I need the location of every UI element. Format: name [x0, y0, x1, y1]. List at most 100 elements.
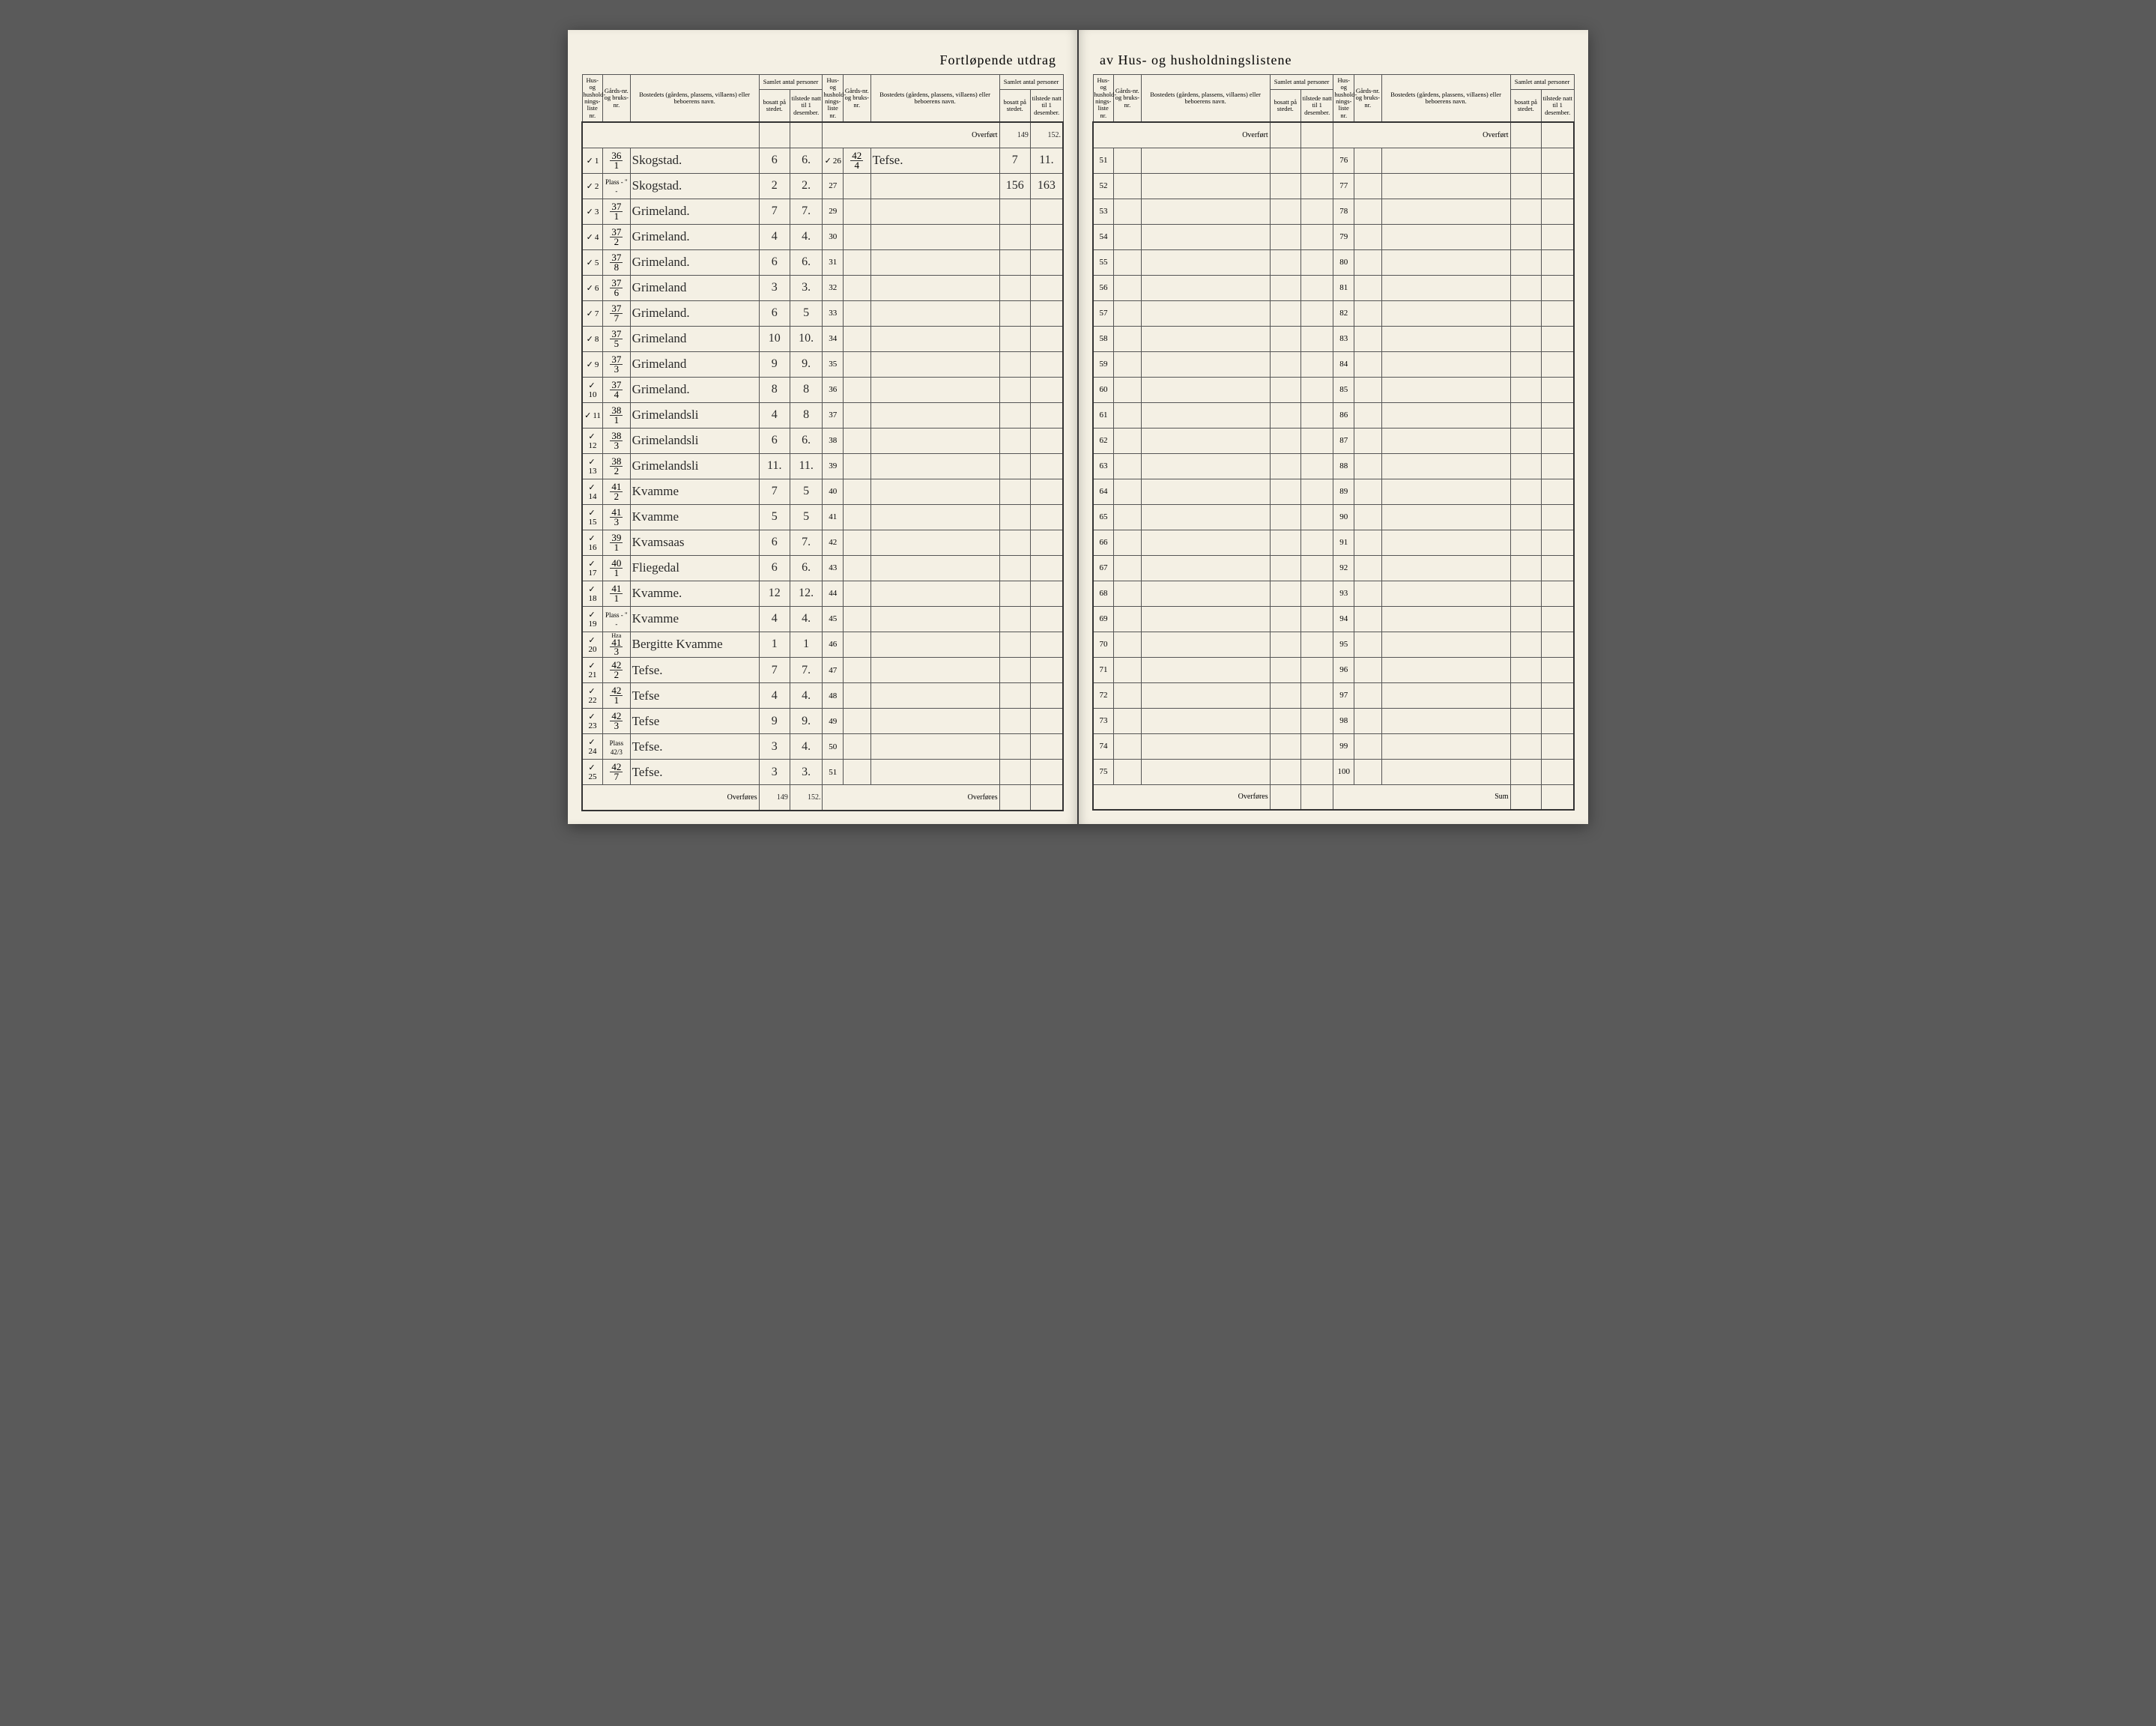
- overfort-row: Overført 149 152.: [582, 122, 1063, 148]
- hdr-gard2: Gårds-nr. og bruks-nr.: [843, 75, 870, 123]
- tilstede-val: 5: [790, 300, 823, 326]
- sum-bosatt: 156: [999, 173, 1030, 199]
- overfort-label: Overført: [1093, 122, 1270, 148]
- table-row: 56 81: [1093, 275, 1574, 300]
- tilstede-val: 6.: [790, 249, 823, 275]
- tilstede-val: 4.: [790, 683, 823, 709]
- row-num: 96: [1333, 657, 1354, 682]
- tilstede-val: 4.: [790, 606, 823, 632]
- gard-nr: Plass - " -: [603, 173, 631, 199]
- row-num: 98: [1333, 708, 1354, 733]
- row-num: ✓18: [582, 581, 603, 606]
- gard-nr: 378: [603, 249, 631, 275]
- overfort-label: Overført: [823, 122, 999, 148]
- table-row: 69 94: [1093, 606, 1574, 632]
- table-row: 70 95: [1093, 632, 1574, 657]
- row-num: 95: [1333, 632, 1354, 657]
- row-num: ✓1: [582, 148, 603, 173]
- row-num: 91: [1333, 530, 1354, 555]
- table-row: 52 77: [1093, 173, 1574, 199]
- tilstede-val: 7.: [790, 530, 823, 555]
- row-num: 82: [1333, 300, 1354, 326]
- bosted-name: Skogstad.: [630, 148, 759, 173]
- gard-nr: Plass 42/3: [603, 734, 631, 760]
- row-num: ✓21: [582, 658, 603, 683]
- bosatt-val: 7: [999, 148, 1030, 173]
- row-num: 51: [823, 760, 844, 785]
- row-num: 32: [823, 275, 844, 300]
- row-num: 69: [1093, 606, 1114, 632]
- ledger-table-right: Hus- og hushold-nings-liste nr. Gårds-nr…: [1092, 74, 1575, 811]
- tilstede-val: 10.: [790, 326, 823, 351]
- row-num: 50: [823, 734, 844, 760]
- hdr-liste2: Hus- og hushold-nings-liste nr.: [823, 75, 844, 123]
- bosted-name: Grimeland.: [630, 300, 759, 326]
- row-num: 76: [1333, 148, 1354, 173]
- row-num: 47: [823, 658, 844, 683]
- bosatt-val: 7: [759, 199, 790, 224]
- row-num: 44: [823, 581, 844, 606]
- row-num: ✓13: [582, 453, 603, 479]
- hdr-bosted3: Bostedets (gårdens, plassens, villaens) …: [1141, 75, 1270, 123]
- tilstede-val: 6.: [790, 428, 823, 453]
- row-num: ✓4: [582, 224, 603, 249]
- sum-label: Sum: [1333, 784, 1510, 810]
- bosted-name: Grimeland: [630, 326, 759, 351]
- tilstede-val: 6.: [790, 148, 823, 173]
- row-num: 89: [1333, 479, 1354, 504]
- row-num: 72: [1093, 682, 1114, 708]
- ledger-spread: Fortløpende utdrag Hus- og hushold-nings…: [568, 30, 1588, 824]
- row-num: ✓8: [582, 326, 603, 351]
- row-num: ✓16: [582, 530, 603, 555]
- bosted-name: Tefse.: [870, 148, 999, 173]
- table-row: 71 96: [1093, 657, 1574, 682]
- table-row: 74 99: [1093, 733, 1574, 759]
- table-row: 53 78: [1093, 199, 1574, 224]
- hdr-bosatt3: bosatt på stedet.: [1270, 90, 1300, 123]
- bosted-name: Skogstad.: [630, 173, 759, 199]
- bosted-name: Kvamme: [630, 479, 759, 504]
- bosted-name: Fliegedal: [630, 555, 759, 581]
- table-row: ✓1 361 Skogstad. 6 6. ✓26 424 Tefse. 7 1…: [582, 148, 1063, 173]
- bosatt-val: 12: [759, 581, 790, 606]
- table-row: 75 100: [1093, 759, 1574, 784]
- bosatt-val: 4: [759, 683, 790, 709]
- row-num: 39: [823, 453, 844, 479]
- table-row: ✓19 Plass - " - Kvamme 4 4. 45: [582, 606, 1063, 632]
- table-row: 64 89: [1093, 479, 1574, 504]
- bosted-name: Grimeland.: [630, 249, 759, 275]
- row-num: ✓7: [582, 300, 603, 326]
- table-header: Hus- og hushold-nings-liste nr. Gårds-nr…: [582, 75, 1063, 123]
- row-num: ✓19: [582, 606, 603, 632]
- row-num: 81: [1333, 275, 1354, 300]
- row-num: 30: [823, 224, 844, 249]
- overfores-row: Overføres 149 152. Overføres: [582, 785, 1063, 811]
- gard-nr: 401: [603, 555, 631, 581]
- gard-nr: 373: [603, 351, 631, 377]
- table-row: ✓9 373 Grimeland 9 9. 35: [582, 351, 1063, 377]
- bosatt-val: 7: [759, 658, 790, 683]
- row-num: 34: [823, 326, 844, 351]
- row-num: 78: [1333, 199, 1354, 224]
- bosatt-val: 5: [759, 504, 790, 530]
- row-num: 31: [823, 249, 844, 275]
- table-row: ✓8 375 Grimeland 10 10. 34: [582, 326, 1063, 351]
- row-num: ✓6: [582, 275, 603, 300]
- table-row: ✓4 372 Grimeland. 4 4. 30: [582, 224, 1063, 249]
- overfort-bosatt: 149: [999, 122, 1030, 148]
- bosted-name: Tefse.: [630, 734, 759, 760]
- tilstede-val: 2.: [790, 173, 823, 199]
- bosted-name: Kvamsaas: [630, 530, 759, 555]
- bosted-name: Grimeland: [630, 275, 759, 300]
- bosted-name: Tefse: [630, 683, 759, 709]
- gard-nr: 422: [603, 658, 631, 683]
- table-row: 67 92: [1093, 555, 1574, 581]
- right-body: Overført Overført 51 76 52 77 53 78 54 7…: [1093, 122, 1574, 810]
- table-row: ✓15 413 Kvamme 5 5 41: [582, 504, 1063, 530]
- bosted-name: Kvamme.: [630, 581, 759, 606]
- gard-nr: 361: [603, 148, 631, 173]
- hdr-gard3: Gårds-nr. og bruks-nr.: [1114, 75, 1142, 123]
- hdr-bosted4: Bostedets (gårdens, plassens, villaens) …: [1381, 75, 1510, 123]
- row-num: 66: [1093, 530, 1114, 555]
- row-num: ✓14: [582, 479, 603, 504]
